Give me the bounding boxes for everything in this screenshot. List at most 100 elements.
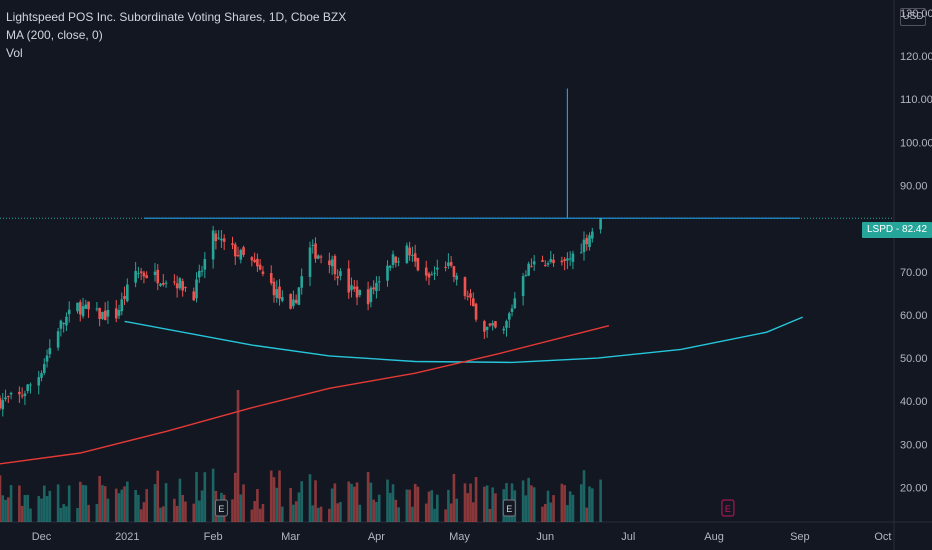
- volume-bar: [200, 490, 204, 522]
- candle-body: [84, 304, 88, 309]
- y-tick-label: 40.00: [900, 396, 928, 408]
- volume-bar: [67, 485, 71, 522]
- volume-bar: [84, 485, 88, 522]
- candle-body: [134, 270, 137, 283]
- candle-body: [530, 266, 533, 268]
- volume-bar: [275, 487, 279, 522]
- volume-bar: [527, 477, 530, 522]
- volume-bar: [350, 483, 353, 522]
- candle-body: [37, 377, 41, 386]
- volume-bar: [20, 505, 24, 522]
- candle-body: [4, 397, 7, 400]
- candle-body: [256, 258, 259, 267]
- candle-body: [413, 253, 417, 262]
- volume-bar: [469, 483, 472, 522]
- volume-bar: [250, 509, 254, 522]
- candle-body: [314, 243, 317, 259]
- candle-body: [272, 281, 276, 296]
- candle-body: [444, 266, 447, 268]
- x-tick-label: Jun: [536, 531, 554, 543]
- candle-body: [502, 328, 506, 331]
- candle-body: [330, 259, 334, 267]
- candle-body: [316, 255, 320, 259]
- candle-body: [366, 289, 370, 305]
- volume-bar: [391, 484, 395, 522]
- candle-body: [59, 320, 63, 329]
- x-tick-label: Apr: [368, 531, 385, 543]
- candle-body: [347, 268, 351, 293]
- candle-body: [433, 272, 436, 274]
- candle-body: [289, 293, 292, 309]
- candle-body: [485, 326, 489, 330]
- volume-bar: [427, 491, 431, 522]
- candle-body: [336, 276, 339, 279]
- candle-body: [411, 254, 414, 256]
- volume-bar: [463, 483, 467, 522]
- volume-bar: [156, 470, 160, 522]
- volume-bar: [372, 499, 375, 522]
- candle-body: [488, 323, 492, 326]
- volume-bar: [139, 509, 143, 522]
- candle-body: [214, 233, 218, 242]
- candle-body: [524, 275, 528, 277]
- candle-body: [452, 266, 456, 277]
- volume-bar: [552, 495, 555, 522]
- volume-bar: [256, 489, 259, 522]
- candle-body: [294, 299, 298, 303]
- volume-bar: [87, 504, 90, 522]
- volume-bar: [474, 477, 478, 522]
- candle-body: [278, 286, 281, 299]
- volume-bar: [236, 390, 240, 522]
- y-tick-label: 130.00: [900, 8, 932, 20]
- volume-indicator-label[interactable]: Vol: [6, 46, 23, 60]
- candle-body: [29, 384, 32, 386]
- volume-bar: [433, 508, 436, 522]
- volume-bar: [181, 494, 184, 522]
- volume-bar: [314, 480, 317, 522]
- x-tick-label: Feb: [204, 531, 223, 543]
- volume-bar: [588, 486, 591, 522]
- candle-body: [7, 396, 10, 398]
- volume-bar: [388, 492, 392, 522]
- volume-bar: [408, 489, 411, 522]
- volume-bar: [239, 494, 243, 522]
- volume-bar: [405, 489, 409, 522]
- candle-body: [308, 247, 312, 277]
- volume-bar: [599, 479, 602, 522]
- candle-body: [405, 245, 409, 263]
- volume-bar: [159, 507, 162, 522]
- volume-bar: [297, 492, 301, 522]
- volume-bar: [78, 481, 82, 522]
- volume-bar: [308, 474, 312, 522]
- candle-body: [23, 393, 27, 397]
- x-tick-label: Aug: [704, 531, 724, 543]
- ma-indicator-label[interactable]: MA (200, close, 0): [6, 28, 103, 42]
- volume-bar: [145, 489, 148, 522]
- volume-bar: [9, 485, 13, 522]
- candle-body: [162, 282, 165, 285]
- candle-body: [261, 271, 265, 274]
- volume-bar: [579, 484, 583, 522]
- volume-bar: [339, 501, 342, 522]
- candle-body: [388, 265, 392, 268]
- candle-body: [26, 384, 29, 391]
- candle-body: [203, 259, 207, 270]
- volume-bar: [37, 496, 41, 522]
- candle-body: [1, 400, 5, 410]
- candle-body: [178, 278, 182, 289]
- candle-body: [513, 298, 517, 309]
- candle-body: [236, 255, 240, 257]
- volume-bar: [45, 496, 49, 522]
- volume-bar: [1, 495, 5, 522]
- x-tick-label: May: [449, 531, 470, 543]
- volume-bar: [560, 483, 564, 522]
- currency-button[interactable]: USD: [900, 8, 926, 26]
- volume-bar: [532, 487, 536, 522]
- candle-body: [416, 258, 420, 271]
- volume-bar: [175, 505, 179, 522]
- volume-bar: [524, 495, 528, 522]
- volume-bar: [103, 486, 107, 522]
- volume-bar: [336, 503, 339, 522]
- volume-bar: [355, 482, 359, 522]
